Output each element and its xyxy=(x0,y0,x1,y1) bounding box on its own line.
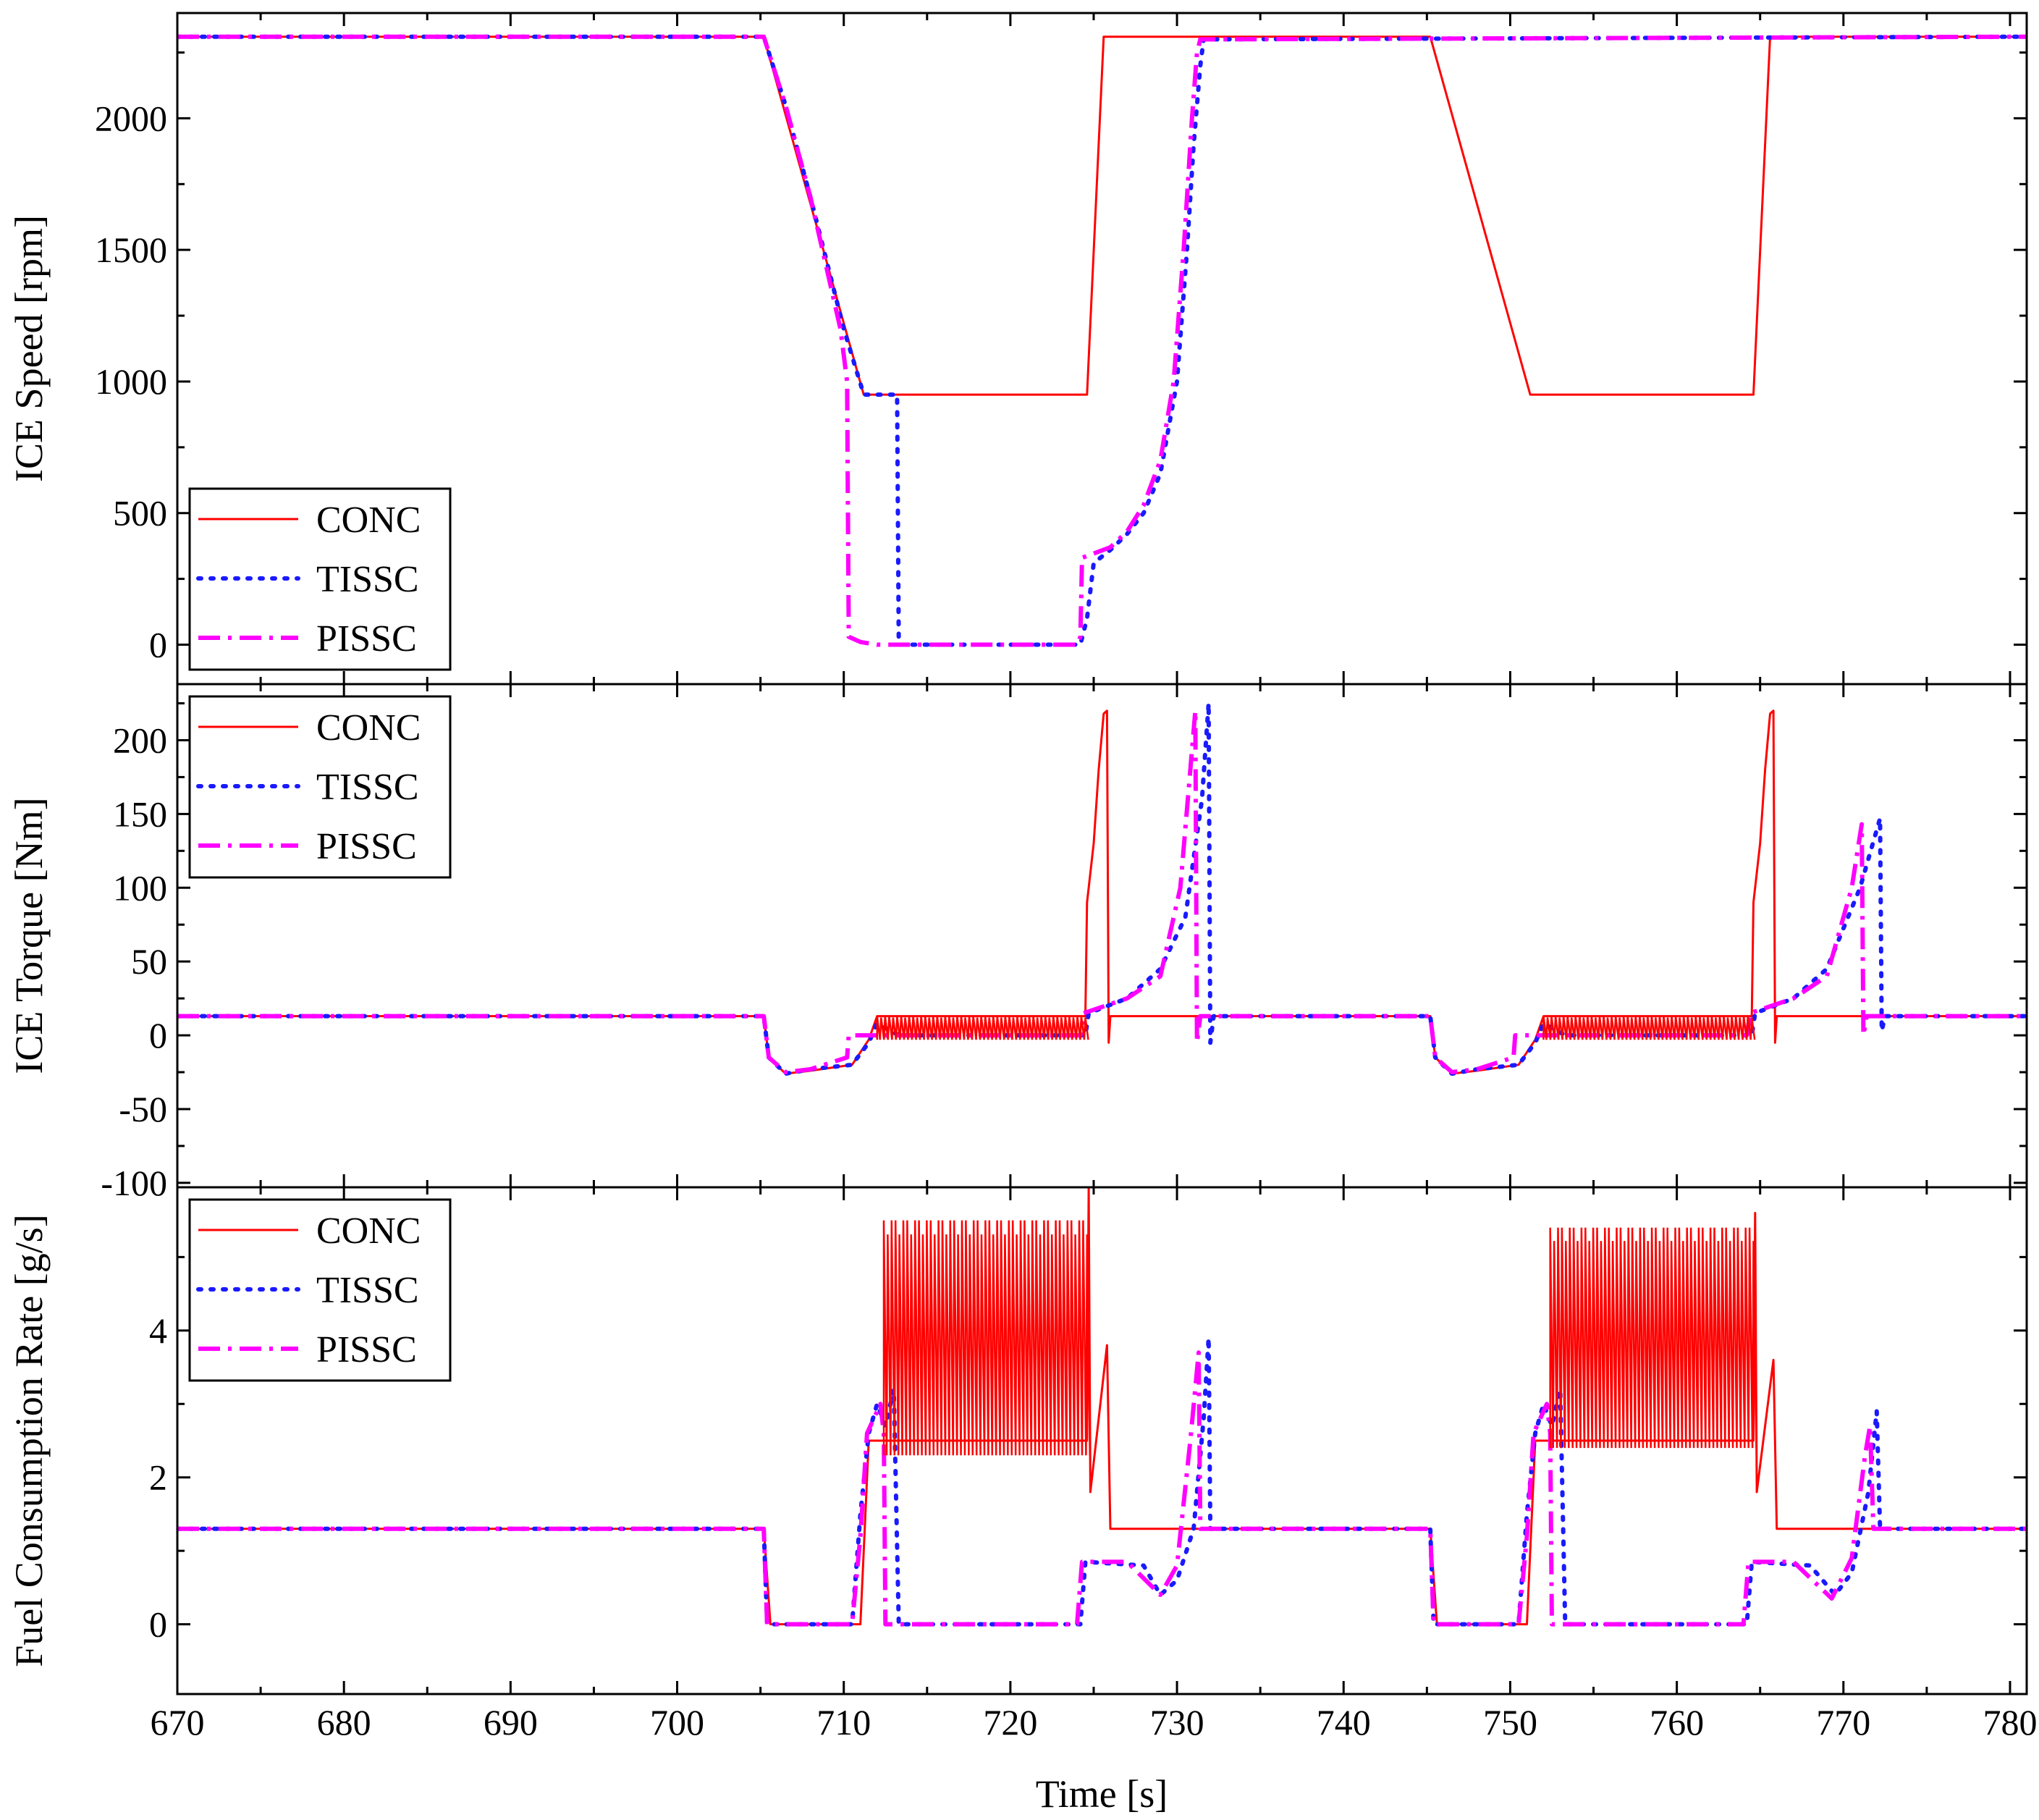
y-axis-title: ICE Speed [rpm] xyxy=(7,215,51,482)
panel-3: 670 680 690 700 710 720 730 740 750 760 770 780 0 2 4 F… xyxy=(7,1186,2037,1743)
y-tick-label: 2 xyxy=(149,1457,167,1498)
y-tick-label: 4 xyxy=(149,1310,167,1351)
x-tick-label: 770 xyxy=(1816,1702,1870,1743)
axes-frame xyxy=(176,1186,2028,1695)
panel-2: -100 -50 0 50 100 150 200 ICE Torque [Nm] CONC TI… xyxy=(7,683,2028,1203)
legend-box xyxy=(188,695,452,879)
legend-label-pissc: PISSC xyxy=(316,618,417,660)
y-tick-label: 150 xyxy=(113,793,167,834)
conc-oscillation-2 xyxy=(1549,1227,1757,1449)
series-pissc-line xyxy=(177,708,2027,1074)
legend-label-pissc: PISSC xyxy=(316,1329,417,1370)
y-ticks: 0 2 4 xyxy=(149,1255,2027,1645)
plot-area xyxy=(177,34,2027,647)
axes-frame xyxy=(176,12,2028,686)
legend-label-pissc: PISSC xyxy=(316,826,417,867)
y-tick-label: 50 xyxy=(131,941,167,982)
x-tick-label: 760 xyxy=(1650,1702,1704,1743)
x-tick-label: 740 xyxy=(1317,1702,1371,1743)
legend-label-conc: CONC xyxy=(316,500,421,541)
y-tick-label: 0 xyxy=(149,624,167,665)
y-ticks: 0 500 1000 1500 2000 xyxy=(95,51,2027,665)
x-tick-label: 780 xyxy=(1983,1702,2037,1743)
axes-frame xyxy=(176,683,2028,1189)
legend: CONC TISSC PISSC xyxy=(188,1198,452,1382)
x-tick-label: 710 xyxy=(816,1702,871,1743)
legend-label-tissc: TISSC xyxy=(316,767,419,808)
y-axis-title: ICE Torque [Nm] xyxy=(7,797,51,1074)
x-ticks xyxy=(176,13,2011,684)
legend-label-conc: CONC xyxy=(316,707,421,749)
panel-1: 0 500 1000 1500 2000 ICE Speed [rpm] CONC TISSC… xyxy=(7,12,2028,686)
x-tick-label: 730 xyxy=(1150,1702,1204,1743)
y-tick-label: 1500 xyxy=(95,229,167,270)
x-axis-title: Time [s] xyxy=(1036,1772,1168,1816)
legend-label-tissc: TISSC xyxy=(316,1270,419,1311)
series-conc-line xyxy=(177,35,2027,396)
y-axis-title: Fuel Consumption Rate [g/s] xyxy=(7,1214,51,1667)
series-conc-line xyxy=(177,709,2027,1075)
x-tick-label: 670 xyxy=(151,1702,205,1743)
conc-oscillation-1 xyxy=(876,1016,1089,1040)
series-tissc-line xyxy=(177,34,2027,647)
x-ticks xyxy=(176,684,2011,1187)
y-tick-label: 0 xyxy=(149,1604,167,1645)
x-tick-label: 720 xyxy=(983,1702,1037,1743)
y-tick-label: 0 xyxy=(149,1015,167,1056)
y-tick-label: 1000 xyxy=(95,361,167,402)
legend: CONC TISSC PISSC xyxy=(188,695,452,879)
y-tick-label: 500 xyxy=(113,493,167,534)
y-tick-label: 200 xyxy=(113,720,167,760)
series-pissc-line xyxy=(177,34,2027,647)
legend-label-tissc: TISSC xyxy=(316,559,419,600)
conc-oscillation-2 xyxy=(1542,1016,1756,1040)
y-ticks: -100 -50 0 50 100 150 200 xyxy=(101,702,2027,1203)
x-tick-label: 700 xyxy=(650,1702,704,1743)
x-tick-label: 690 xyxy=(484,1702,538,1743)
legend: CONC TISSC PISSC xyxy=(188,487,452,671)
series-pissc-line xyxy=(177,1350,2027,1627)
y-tick-label: 100 xyxy=(113,867,167,908)
plot-area xyxy=(177,701,2027,1077)
x-tick-label: 680 xyxy=(317,1702,371,1743)
y-tick-label: -100 xyxy=(101,1163,167,1203)
y-tick-label: -50 xyxy=(119,1089,167,1129)
x-tick-label: 750 xyxy=(1483,1702,1537,1743)
y-tick-label: 2000 xyxy=(95,98,167,138)
plot-area xyxy=(177,1187,2027,1627)
conc-oscillation-1 xyxy=(882,1220,1092,1456)
legend-label-conc: CONC xyxy=(316,1210,421,1252)
x-ticks: 670 680 690 700 710 720 730 740 750 760 770 780 xyxy=(151,1187,2037,1743)
